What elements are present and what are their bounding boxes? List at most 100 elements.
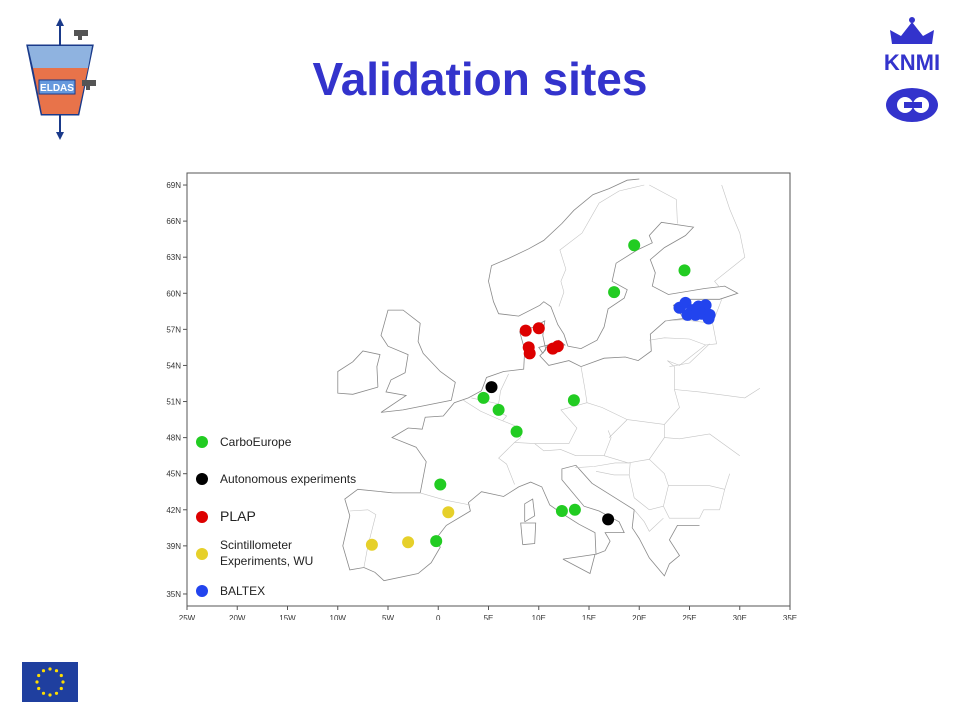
carbo-site-marker [430, 535, 443, 548]
knmi-logo-text: KNMI [884, 50, 940, 75]
y-tick-label: 63N [166, 253, 181, 262]
eu-star [59, 686, 63, 691]
border-line [649, 184, 678, 224]
y-tick-label: 66N [166, 217, 181, 226]
legend-label-auto: Autonomous experiments [220, 472, 356, 486]
y-tick-label: 60N [166, 289, 181, 298]
eu-flag-icon [22, 662, 78, 702]
eu-star [41, 669, 46, 673]
legend-label-baltex: BALTEX [220, 584, 265, 598]
border-line [604, 360, 680, 464]
border-line [514, 402, 665, 444]
coastline [337, 350, 381, 395]
x-tick-label: 5E [484, 614, 494, 620]
eu-star [54, 669, 59, 673]
coastlines [337, 178, 739, 582]
x-axis: 25W 20W 15W 10W 5W 0 5E 10E 15E 20E 25E 30E 35E [179, 606, 797, 620]
eu-star [54, 691, 59, 695]
border-line [595, 471, 630, 476]
legend: CarboEurope Autonomous experiments PLAP Sci… [196, 435, 356, 598]
border-line [349, 509, 377, 568]
baltex-site-marker [702, 312, 715, 325]
carbo-site-marker [434, 478, 447, 491]
border-line [669, 343, 710, 367]
coastline [524, 498, 536, 523]
carbo-site-marker [492, 403, 505, 416]
x-tick-label: 15W [279, 614, 296, 620]
x-tick-label: 20W [229, 614, 246, 620]
border-line [633, 509, 664, 532]
x-tick-label: 0 [436, 614, 441, 620]
page-title: Validation sites [312, 53, 648, 105]
eu-star [41, 691, 46, 695]
scint-site-marker [442, 506, 455, 519]
x-tick-label: 15E [582, 614, 596, 620]
carbo-site-marker [678, 264, 691, 277]
eu-star [61, 680, 65, 684]
y-tick-label: 48N [166, 434, 181, 443]
eu-star [48, 693, 52, 697]
border-line [608, 419, 628, 438]
y-axis: 35N 39N 42N 45N 48N 51N 54N 57N 60N 63N 66N 69N [166, 181, 187, 599]
coastline [391, 178, 739, 493]
legend-marker-plap [196, 511, 208, 523]
coastline [538, 344, 549, 354]
carbo-site-marker [608, 286, 621, 299]
eu-star [48, 667, 52, 671]
x-tick-label: 5W [382, 614, 394, 620]
plap-site-marker [532, 322, 545, 335]
baltex-site-marker [689, 308, 702, 321]
carbo-site-marker [568, 503, 581, 516]
coastline [520, 522, 537, 546]
y-tick-label: 54N [166, 361, 181, 370]
x-tick-label: 25E [682, 614, 696, 620]
auto-site-marker [485, 381, 498, 394]
border-line [649, 459, 725, 490]
border-line [674, 388, 761, 399]
y-tick-label: 51N [166, 398, 181, 407]
legend-marker-auto [196, 473, 208, 485]
eldas-logo-text: ELDAS [40, 83, 74, 94]
scint-site-marker [365, 538, 378, 551]
y-tick-label: 35N [166, 590, 181, 599]
plap-site-marker [523, 347, 536, 360]
x-tick-label: 20E [632, 614, 646, 620]
auto-site-marker [602, 513, 615, 526]
y-tick-label: 39N [166, 542, 181, 551]
carbo-site-marker [510, 425, 523, 438]
border-line [719, 473, 730, 510]
eu-star [37, 686, 41, 691]
border-line [664, 433, 740, 456]
border-line [463, 400, 522, 485]
border-line [534, 430, 612, 456]
y-tick-label: 45N [166, 470, 181, 479]
border-line [649, 337, 706, 346]
x-tick-label: 10E [532, 614, 546, 620]
border-line [663, 485, 720, 519]
y-tick-label: 42N [166, 506, 181, 515]
legend-label-scint: Experiments, WU [220, 554, 313, 568]
border-line [574, 462, 631, 468]
legend-label-carbo: CarboEurope [220, 435, 292, 449]
border-line [580, 366, 588, 403]
y-tick-label: 69N [166, 181, 181, 190]
eldas-logo: ELDAS [26, 18, 96, 140]
scint-site-marker [402, 536, 415, 549]
eu-star [59, 673, 63, 678]
carbo-site-marker [567, 394, 580, 407]
site-markers [365, 239, 716, 551]
border-line [558, 184, 645, 307]
eu-star [37, 673, 41, 678]
border-line [420, 492, 471, 506]
plap-site-marker [519, 324, 532, 337]
carbo-site-marker [477, 391, 490, 404]
legend-marker-baltex [196, 585, 208, 597]
border-line [628, 462, 664, 511]
eu-star [35, 680, 39, 684]
validation-map: 25W 20W 15W 10W 5W 0 5E 10E 15E 20E 25E 30E 35E 35N3… [166, 172, 797, 620]
carbo-site-marker [628, 239, 641, 252]
x-tick-label: 10W [330, 614, 347, 620]
knmi-logo: KNMI [884, 17, 940, 122]
legend-marker-scint [196, 548, 208, 560]
coastline [562, 553, 596, 575]
